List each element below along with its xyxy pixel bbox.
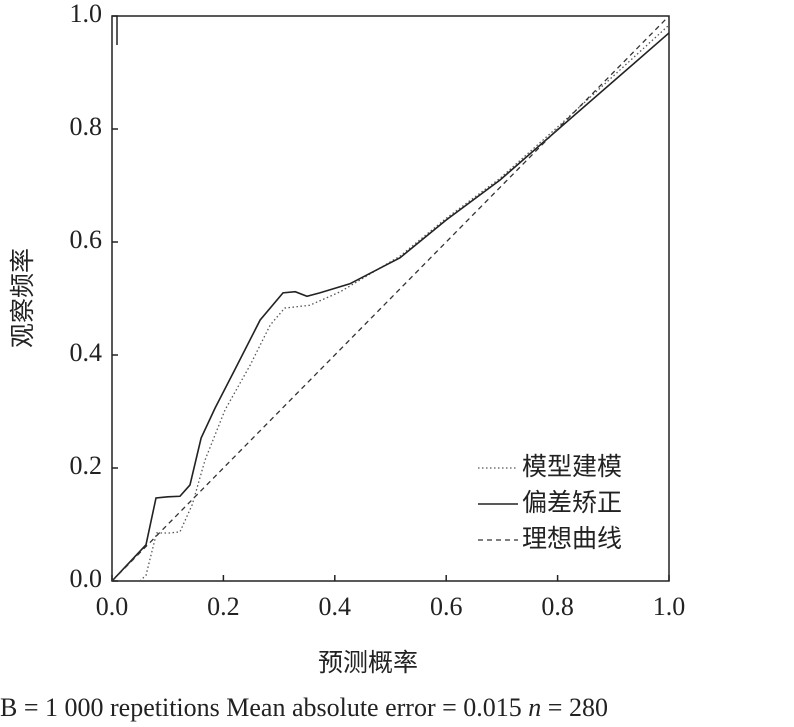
- y-tick-label: 0.2: [70, 451, 103, 480]
- footnote: B = 1 000 repetitions Mean absolute erro…: [0, 693, 608, 722]
- footnote-part: = 280: [541, 693, 608, 722]
- series-line: [111, 15, 670, 582]
- legend-label: 偏差矫正: [522, 488, 622, 517]
- legend-label: 模型建模: [522, 452, 622, 481]
- plot-frame: [111, 15, 670, 582]
- y-tick-label: 1.0: [70, 0, 103, 28]
- footnote-part: B = 1 000 repetitions Mean absolute erro…: [0, 693, 528, 722]
- y-tick-label: 0.6: [70, 225, 103, 254]
- series-line: [111, 32, 670, 582]
- y-axis-label: 观察频率: [8, 248, 37, 348]
- y-tick-label: 0.4: [70, 338, 103, 367]
- x-tick-label: 0.2: [207, 592, 240, 621]
- x-tick-label: 0.8: [541, 592, 574, 621]
- x-tick-label: 0.0: [96, 592, 129, 621]
- footnote-part: n: [528, 693, 541, 722]
- y-tick-label: 0.0: [70, 564, 103, 593]
- x-axis-label: 预测概率: [318, 648, 418, 677]
- y-tick-label: 0.8: [70, 112, 103, 141]
- x-tick-label: 0.4: [319, 592, 352, 621]
- legend-label: 理想曲线: [522, 524, 622, 553]
- x-tick-label: 1.0: [653, 592, 686, 621]
- x-tick-label: 0.6: [430, 592, 463, 621]
